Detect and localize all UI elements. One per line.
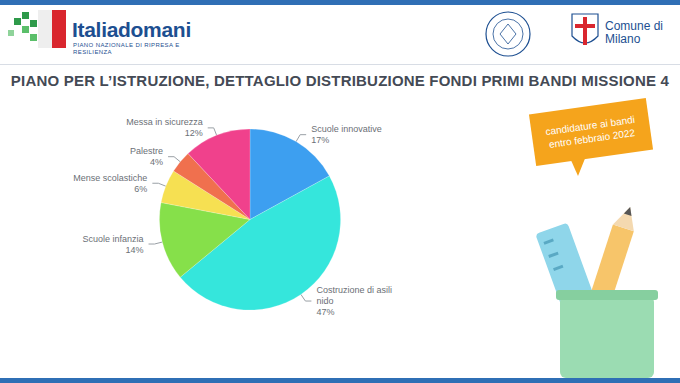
svg-text:Mense scolastiche: Mense scolastiche [73,173,147,183]
svg-text:nido: nido [316,296,333,306]
svg-text:Palestre: Palestre [130,146,163,156]
svg-text:47%: 47% [316,307,334,317]
svg-text:12%: 12% [185,128,203,138]
svg-text:6%: 6% [134,184,147,194]
svg-text:Messa in sicurezza: Messa in sicurezza [126,117,203,127]
svg-text:Costruzione di asili: Costruzione di asili [316,285,394,295]
svg-text:Scuole infanzia: Scuole infanzia [82,234,143,244]
svg-text:17%: 17% [311,135,329,145]
html-text:Comune di Milano: Comune di Milano [605,19,663,46]
svg-text:Scuole innovative: Scuole innovative [311,124,382,134]
svg-text:14%: 14% [126,245,144,255]
html-text:candidature ai bandi entro feb: candidature ai bandi entro febbraio 2022 [544,113,636,150]
html-text:PIANO PER L’ISTRUZIONE, DETTAG: PIANO PER L’ISTRUZIONE, DETTAGLIO DISTRI… [10,72,670,89]
html-text:Italiadomani: Italiadomani [72,18,191,41]
html-text:PIANO NAZIONALE DI RIPRESA E R: PIANO NAZIONALE DI RIPRESA E RESILIENZA [73,42,180,55]
svg-text:4%: 4% [150,157,163,167]
